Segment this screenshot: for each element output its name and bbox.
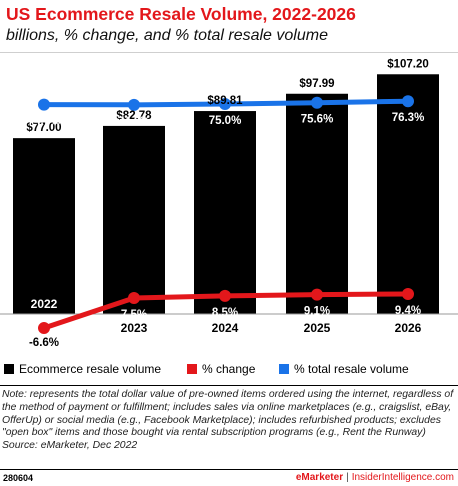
total-line-point-2022 <box>38 98 50 111</box>
legend-swatch-change <box>187 364 197 374</box>
legend-label-change: % change <box>202 362 256 376</box>
legend-label-total: % total resale volume <box>294 362 409 376</box>
legend-item-volume: Ecommerce resale volume <box>4 362 161 376</box>
change-label-2025: 9.1% <box>304 306 330 318</box>
total-label-2024: 75.0% <box>209 115 242 127</box>
legend-item-total: % total resale volume <box>279 362 409 376</box>
change-label-2023: 7.5% <box>121 309 147 321</box>
change-line-point-2022 <box>38 322 50 335</box>
bar-value-label-2023: $82.78 <box>116 110 152 122</box>
brand-insider: InsiderIntelligence.com <box>351 472 454 483</box>
x-tick-label-2024: 2024 <box>212 321 239 335</box>
legend-label-volume: Ecommerce resale volume <box>19 362 162 376</box>
x-tick-label-2022: 2022 <box>31 297 58 311</box>
legend-swatch-total <box>279 364 289 374</box>
bar-2023 <box>103 125 165 314</box>
chart-plot: $77.00 $82.78 $89.81 $97.99 $107.20 74.7% 74.6… <box>0 58 458 349</box>
change-line-point-2024 <box>219 289 231 302</box>
total-label-2022: 74.7% <box>28 116 61 128</box>
change-line-point-2025 <box>311 288 323 301</box>
x-tick-label-2026: 2026 <box>395 321 422 335</box>
total-label-2025: 75.6% <box>301 114 334 126</box>
x-tick-label-2023: 2023 <box>121 321 148 335</box>
legend-divider <box>0 385 458 386</box>
total-line-point-2023 <box>128 98 140 111</box>
x-tick-label-2025: 2025 <box>304 321 331 335</box>
chart-subtitle: billions, % change, and % total resale v… <box>6 27 328 44</box>
change-label-2026: 9.4% <box>395 305 421 317</box>
brand-emarketer: eMarketer <box>295 472 344 483</box>
brand-credit: eMarketer | InsiderIntelligence.com <box>296 472 454 483</box>
chart-title: US Ecommerce Resale Volume, 2022-2026 <box>6 4 356 24</box>
legend-item-change: % change <box>187 362 255 376</box>
bar-value-label-2024: $89.81 <box>207 95 243 107</box>
chart-id: 280604 <box>3 473 34 483</box>
bar-2025 <box>286 93 348 314</box>
source-text: Source: eMarketer, Dec 2022 <box>2 440 138 452</box>
chart-note: Note: represents the total dollar value … <box>2 389 454 453</box>
total-line-point-2025 <box>311 96 323 109</box>
bar-2026 <box>377 74 439 314</box>
legend-swatch-volume <box>4 364 14 374</box>
change-line-point-2023 <box>128 292 140 305</box>
chart-legend: Ecommerce resale volume % change % total… <box>0 360 458 380</box>
change-label-2024: 8.5% <box>212 307 238 319</box>
note-text: Note: represents the total dollar value … <box>2 389 454 439</box>
total-line-point-2026 <box>402 95 414 108</box>
bar-2022 <box>13 138 75 314</box>
total-label-2026: 76.3% <box>392 112 425 124</box>
bar-value-label-2025: $97.99 <box>299 78 334 90</box>
total-label-2023: 74.6% <box>118 116 151 128</box>
footer: 280604 eMarketer | InsiderIntelligence.com <box>0 470 458 486</box>
bar-2024 <box>194 111 256 314</box>
brand-separator: | <box>346 472 349 483</box>
bar-value-label-2022: $77.00 <box>26 122 61 134</box>
change-line-point-2026 <box>402 287 414 300</box>
footer-divider <box>0 469 458 470</box>
change-label-2022: -6.6% <box>29 337 59 349</box>
bar-value-label-2026: $107.20 <box>387 58 429 70</box>
total-line-point-2024 <box>219 97 231 110</box>
top-divider <box>0 52 458 53</box>
